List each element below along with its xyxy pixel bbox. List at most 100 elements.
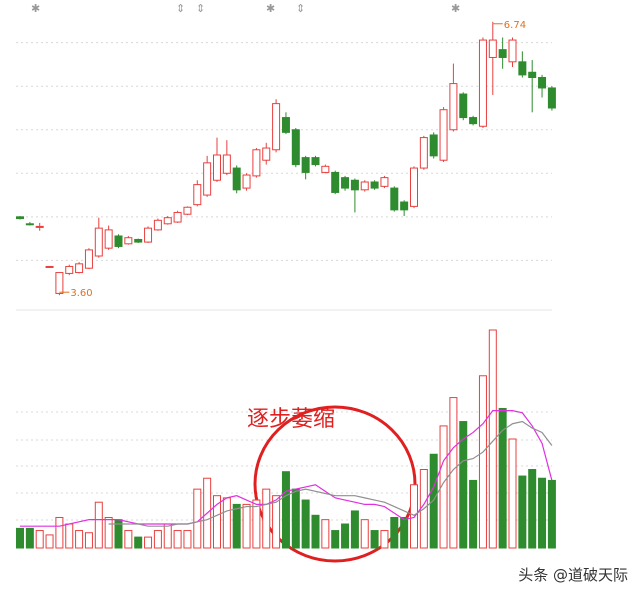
volume-bar <box>488 329 497 549</box>
candle-body <box>183 206 192 215</box>
volume-bar <box>508 438 517 549</box>
candle-body <box>272 103 281 151</box>
volume-bar <box>538 477 547 549</box>
volume-bar <box>350 510 359 549</box>
volume-bar <box>478 375 487 549</box>
candle-body <box>232 167 241 191</box>
candle-body <box>508 39 517 63</box>
volume-bar <box>528 469 537 549</box>
volume-bar <box>134 536 143 549</box>
volume-bar <box>75 530 84 549</box>
volume-bar <box>25 527 34 549</box>
candle-body <box>547 87 556 109</box>
candle-body <box>65 265 74 274</box>
volume-bar <box>45 534 54 549</box>
volume-bar <box>232 503 241 549</box>
volume-bar <box>311 514 320 549</box>
event-markers: ✱ ⇕ ⇕ ✱ ⇕ ✱ <box>31 2 460 15</box>
volume-bar <box>321 519 330 549</box>
volume-bar <box>16 527 24 549</box>
volume-bar <box>242 503 251 549</box>
volume-bar <box>173 530 182 549</box>
candle-body <box>84 249 93 269</box>
svg-text:✱: ✱ <box>31 2 40 15</box>
watermark: 头条 @道破天际 <box>518 566 628 584</box>
candle-body <box>370 181 379 189</box>
candle-body <box>173 211 182 223</box>
candle-body <box>478 39 487 127</box>
volume-bar <box>84 532 93 549</box>
volume-bar <box>153 530 162 549</box>
volume-bar <box>222 497 231 549</box>
candle-body <box>242 174 251 189</box>
volume-bar <box>360 519 369 549</box>
candle-body <box>538 77 547 89</box>
volume-bar <box>301 499 310 549</box>
volume-bar <box>35 530 44 549</box>
candle-body <box>331 171 340 193</box>
candle-body <box>281 117 290 133</box>
volume-bar <box>262 488 271 549</box>
volume-bar <box>429 453 438 549</box>
svg-text:✱: ✱ <box>451 2 460 15</box>
candle-body <box>144 227 153 243</box>
volume-bar <box>272 495 281 549</box>
candle-body <box>498 49 507 58</box>
high-annotation: 6.74 <box>504 20 526 31</box>
candle-body <box>400 201 409 211</box>
candle-body <box>488 39 497 58</box>
volume-bar <box>213 495 221 549</box>
candle-body <box>429 134 438 157</box>
candle-body <box>193 184 202 206</box>
volume-bar <box>400 516 409 549</box>
candle-body <box>252 149 261 177</box>
candle-body <box>213 154 221 181</box>
candle-body <box>528 71 537 79</box>
candle-body <box>390 187 399 211</box>
svg-text:⇕: ⇕ <box>176 2 185 15</box>
candle-body <box>301 157 310 173</box>
candle-body <box>94 227 103 257</box>
volume-bar <box>390 516 399 549</box>
svg-text:⇕: ⇕ <box>196 2 205 15</box>
volume-bar <box>291 488 300 549</box>
volume-bar <box>65 523 74 549</box>
volume-bar <box>163 523 172 549</box>
candle-body <box>321 165 330 173</box>
candle-body <box>262 147 271 161</box>
volume-bar <box>193 488 202 549</box>
candle-body <box>203 162 212 196</box>
low-annotation: 3.60 <box>70 288 92 299</box>
candle-body <box>518 61 527 76</box>
volume-bar <box>55 516 64 549</box>
volume-bar <box>439 425 448 549</box>
volume-bar <box>341 523 350 549</box>
candle-body <box>449 83 458 131</box>
candle-body <box>114 235 123 247</box>
volume-bar <box>449 397 458 549</box>
volume-bar <box>518 475 527 549</box>
candle-body <box>439 109 448 161</box>
candle-body <box>134 238 143 243</box>
volume-ma-line <box>20 410 553 527</box>
candle-body <box>222 154 231 174</box>
volume-bar <box>331 530 340 549</box>
volume-bar <box>281 471 290 549</box>
volume-bar <box>144 536 153 549</box>
candle-body <box>55 272 64 294</box>
candle-body <box>16 216 24 220</box>
volume-bar <box>459 421 468 549</box>
candle-body <box>153 219 162 231</box>
candle-body <box>75 263 84 274</box>
volume-bar <box>547 479 556 549</box>
candle-body <box>124 237 133 245</box>
candle-body <box>311 157 320 166</box>
candle-body <box>45 265 54 268</box>
candle-body <box>360 181 369 191</box>
volume-bar <box>252 499 261 549</box>
svg-text:✱: ✱ <box>266 2 275 15</box>
candle-body <box>291 129 300 166</box>
volume-bar <box>183 530 192 549</box>
candle-body <box>350 179 359 191</box>
